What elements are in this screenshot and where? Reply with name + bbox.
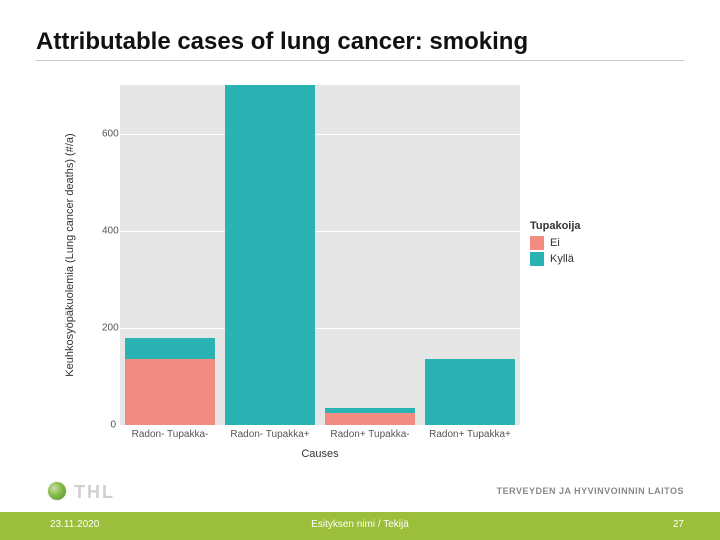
x-axis-title: Causes [301, 448, 338, 460]
bar [325, 408, 415, 425]
legend-item: Kyllä [530, 252, 581, 266]
legend-swatch [530, 236, 544, 250]
brand-row: THL TERVEYDEN JA HYVINVOINNIN LAITOS [0, 480, 720, 508]
footer-date: 23.11.2020 [50, 519, 99, 530]
plot-panel [120, 85, 520, 425]
xtick-label: Radon- Tupakka- [132, 429, 209, 440]
chart: Keuhkosyöpäkuolemia (Lung cancer deaths)… [60, 80, 660, 470]
legend-swatch [530, 252, 544, 266]
bar [125, 338, 215, 425]
gridline [120, 134, 520, 135]
ytick-label: 400 [102, 225, 116, 236]
gridline [120, 425, 520, 426]
footer-center: Esityksen nimi / Tekijä [311, 519, 409, 530]
legend: Tupakoija Ei Kyllä [530, 220, 581, 268]
legend-title: Tupakoija [530, 220, 581, 232]
brand-tagline: TERVEYDEN JA HYVINVOINNIN LAITOS [497, 486, 684, 496]
xtick-label: Radon- Tupakka+ [230, 429, 309, 440]
bar [225, 85, 315, 425]
footer-bar: 23.11.2020 Esityksen nimi / Tekijä 27 [0, 512, 720, 540]
xtick-label: Radon+ Tupakka+ [429, 429, 511, 440]
legend-label: Kyllä [550, 253, 574, 265]
bar-segment [225, 85, 315, 425]
bar [425, 359, 515, 425]
bar-segment [325, 413, 415, 425]
logo-text: THL [74, 482, 114, 503]
legend-item: Ei [530, 236, 581, 250]
footer-page: 27 [673, 519, 684, 530]
logo-icon [48, 482, 66, 500]
bar-segment [125, 338, 215, 360]
slide-title: Attributable cases of lung cancer: smoki… [36, 28, 684, 61]
gridline [120, 231, 520, 232]
ytick-label: 200 [102, 322, 116, 333]
ytick-label: 600 [102, 128, 116, 139]
y-axis-title: Keuhkosyöpäkuolemia (Lung cancer deaths)… [64, 133, 76, 376]
bar-segment [125, 359, 215, 425]
legend-label: Ei [550, 237, 560, 249]
xtick-label: Radon+ Tupakka- [330, 429, 409, 440]
gridline [120, 328, 520, 329]
ytick-label: 0 [102, 420, 116, 431]
bar-segment [425, 359, 515, 425]
